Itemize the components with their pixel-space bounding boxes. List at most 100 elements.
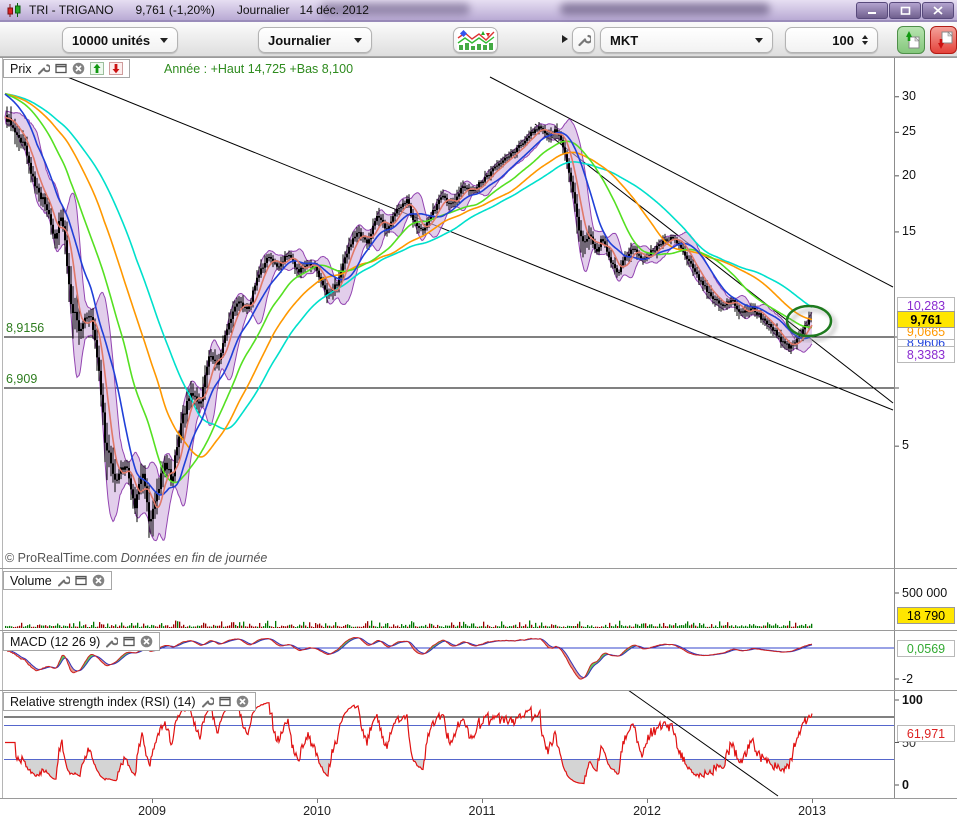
title-price: 9,761 (-1,20%)	[135, 3, 215, 17]
window-icon[interactable]	[54, 63, 67, 74]
close-icon[interactable]	[140, 635, 153, 648]
price-axis-tick-label: 25	[902, 124, 916, 139]
macd-axis-tick: -2	[902, 672, 914, 686]
price-axis-line	[894, 57, 895, 798]
close-icon[interactable]	[72, 62, 85, 75]
collapse-arrow-icon[interactable]	[562, 35, 568, 43]
buy-order-button[interactable]	[897, 26, 925, 54]
wrench-icon[interactable]	[37, 62, 50, 75]
chevron-down-icon	[755, 37, 763, 43]
panel-separator	[0, 690, 957, 691]
year-label: 2013	[798, 804, 826, 818]
band-lower-value: 8,3383	[897, 346, 955, 363]
ma-orange-line	[4, 92, 813, 458]
window-icon[interactable]	[123, 636, 135, 647]
year-high-low-info: Année : +Haut 14,725 +Bas 8,100	[164, 62, 354, 76]
macd-panel-header: MACD (12 26 9)	[3, 632, 161, 651]
year-tickmark	[152, 798, 153, 803]
panel-separator	[0, 568, 957, 569]
chart-display-button[interactable]	[453, 27, 498, 53]
order-type-dropdown[interactable]: MKT	[600, 27, 773, 53]
buy-arrow-icon[interactable]	[89, 62, 104, 75]
units-dropdown-value: 10000 unités	[72, 32, 151, 48]
wrench-icon[interactable]	[201, 695, 214, 708]
year-tickmark	[812, 798, 813, 803]
title-period: Journalier	[236, 3, 290, 17]
mini-chart-icon	[456, 29, 495, 51]
rsi-axis-top: 100	[902, 693, 923, 707]
sell-page-down-icon	[937, 31, 953, 49]
stepper-arrows[interactable]	[862, 35, 868, 45]
window-icon[interactable]	[218, 696, 231, 707]
price-axis-tick-label: 15	[902, 223, 916, 238]
window-icon[interactable]	[75, 575, 87, 586]
ma-cyan-line	[4, 92, 813, 430]
period-dropdown-value: Journalier	[268, 32, 331, 48]
volume-panel-title: Volume	[10, 573, 52, 588]
minimize-button[interactable]	[856, 2, 888, 19]
year-label: 2012	[633, 804, 661, 818]
chevron-down-icon	[160, 37, 168, 43]
sell-order-button[interactable]	[930, 26, 957, 54]
period-dropdown[interactable]: Journalier	[258, 27, 372, 53]
panel-separator	[0, 798, 957, 799]
sell-arrow-icon[interactable]	[108, 62, 123, 75]
left-border	[2, 57, 3, 798]
copyright-italic-text: Données en fin de journée	[120, 551, 268, 565]
stepper-up-icon[interactable]	[862, 35, 868, 39]
quantity-stepper[interactable]: 100	[785, 27, 878, 53]
close-button[interactable]	[922, 2, 954, 19]
rsi-last-value: 61,971	[897, 725, 955, 742]
app-candlestick-icon	[7, 2, 21, 17]
chevron-down-icon	[354, 37, 362, 43]
rsi-level-lines	[4, 716, 894, 760]
order-type-value: MKT	[610, 32, 639, 48]
window-title: TRI - TRIGANO 9,761 (-1,20%) Journalier …	[29, 3, 369, 17]
year-tickmark	[647, 798, 648, 803]
time-axis: 2009 2010 2011 2012 2013	[0, 798, 957, 819]
price-axis-tick-label: 30	[902, 88, 916, 103]
maximize-button[interactable]	[889, 2, 921, 19]
volume-bars	[5, 620, 813, 628]
year-label: 2010	[303, 804, 331, 818]
units-dropdown[interactable]: 10000 unités	[62, 27, 178, 53]
price-chart-canvas[interactable]	[0, 57, 957, 568]
buy-page-up-icon	[906, 31, 920, 49]
quantity-value: 100	[832, 32, 854, 48]
window-controls	[855, 2, 954, 19]
rsi-panel-header: Relative strength index (RSI) (14)	[3, 692, 256, 711]
title-symbol: TRI - TRIGANO	[29, 3, 114, 17]
rsi-oversold-fill	[19, 759, 789, 784]
rsi-trend-line	[627, 690, 779, 797]
annotation-ellipse	[785, 304, 837, 342]
title-date: 14 déc. 2012	[299, 3, 369, 17]
bollinger-band	[4, 110, 813, 542]
price-axis-tick-label: 20	[902, 167, 916, 182]
hline-price-label: 8,9156	[6, 321, 45, 335]
ma-green-line	[4, 93, 813, 484]
wrench-icon[interactable]	[57, 574, 70, 587]
stepper-down-icon[interactable]	[862, 41, 868, 45]
rsi-line	[5, 702, 813, 785]
volume-chart-canvas[interactable]	[0, 568, 957, 630]
close-icon[interactable]	[236, 695, 249, 708]
settings-wrench-button[interactable]	[572, 27, 595, 53]
volume-panel-header: Volume	[3, 571, 112, 590]
year-label: 2011	[468, 804, 496, 818]
price-panel-header: Prix	[3, 59, 130, 78]
hline-price-label: 6,909	[6, 372, 38, 386]
volume-last-badge: 18 790	[897, 607, 955, 624]
main-toolbar: 10000 unités Journalier	[0, 20, 957, 57]
copyright-text: © ProRealTime.com	[5, 551, 118, 565]
year-label: 2009	[138, 804, 166, 818]
volume-axis-tick: 500 000	[902, 586, 948, 600]
trend-lines	[54, 71, 894, 411]
rsi-chart-canvas[interactable]	[0, 690, 957, 798]
panel-separator	[0, 630, 957, 631]
macd-last-value: 0,0569	[897, 640, 955, 657]
year-tickmark	[317, 798, 318, 803]
wrench-icon[interactable]	[105, 635, 119, 648]
wrench-icon	[577, 34, 591, 47]
close-icon[interactable]	[92, 574, 105, 587]
